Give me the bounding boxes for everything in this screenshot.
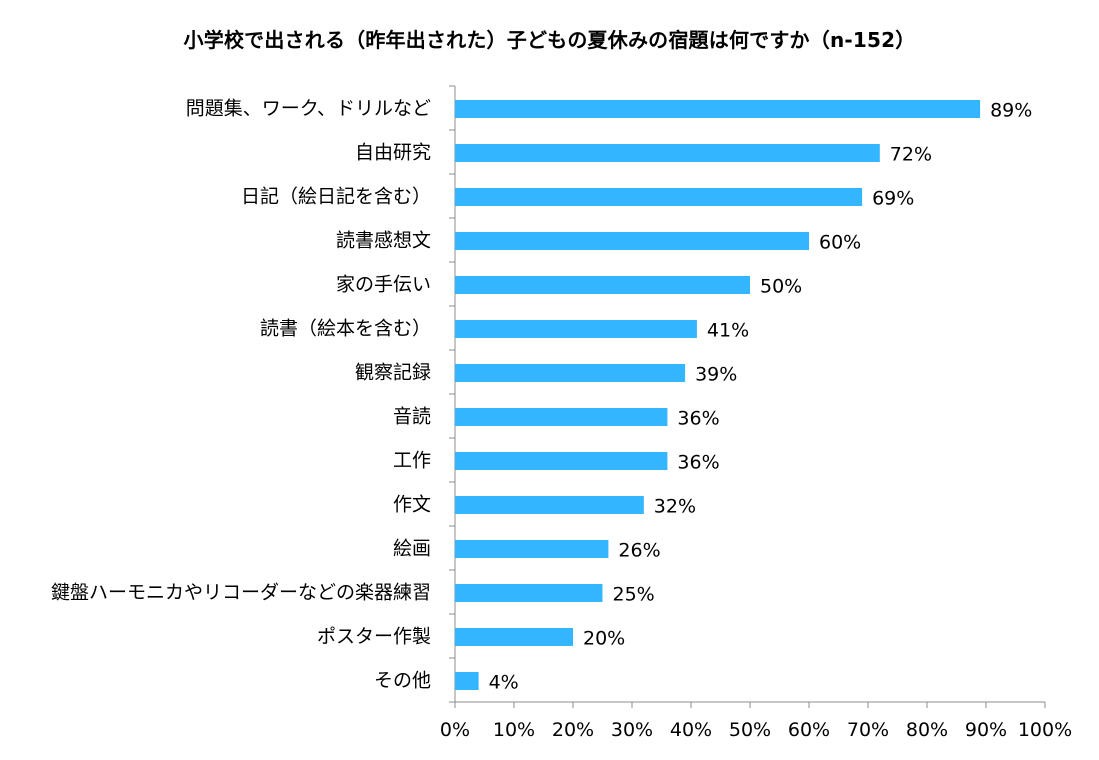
category-label: 作文 <box>393 494 431 516</box>
category-label: その他 <box>374 670 431 692</box>
data-label: 60% <box>819 232 861 254</box>
x-tick-label: 30% <box>611 719 653 741</box>
data-label: 36% <box>677 408 719 430</box>
x-tick-label: 0% <box>440 719 470 741</box>
data-label: 69% <box>872 188 914 210</box>
data-label: 72% <box>890 144 932 166</box>
bar <box>455 232 809 250</box>
category-label: 家の手伝い <box>336 274 431 296</box>
data-label: 25% <box>613 584 655 606</box>
bar <box>455 496 644 514</box>
category-label: ポスター作製 <box>317 626 431 648</box>
x-tick-label: 40% <box>670 719 712 741</box>
category-label: 鍵盤ハーモニカやリコーダーなどの楽器練習 <box>51 582 431 604</box>
bar <box>455 584 603 602</box>
category-label: 読書（絵本を含む） <box>260 318 431 340</box>
bar <box>455 144 880 162</box>
x-tick-label: 70% <box>847 719 889 741</box>
bar <box>455 452 668 470</box>
x-tick-label: 60% <box>788 719 830 741</box>
bar <box>455 320 697 338</box>
data-label: 39% <box>695 364 737 386</box>
x-tick-label: 100% <box>1018 719 1072 741</box>
x-tick-label: 90% <box>965 719 1007 741</box>
bar <box>455 276 750 294</box>
data-label: 26% <box>618 540 660 562</box>
category-label: 音読 <box>393 406 431 428</box>
chart-title: 小学校で出される（昨年出された）子どもの夏休みの宿題は何ですか（n-152） <box>183 28 916 52</box>
bar <box>455 364 686 382</box>
bar <box>455 540 609 558</box>
category-label: 読書感想文 <box>336 230 431 252</box>
x-tick-label: 50% <box>729 719 771 741</box>
x-tick-label: 20% <box>552 719 594 741</box>
bar <box>455 188 863 206</box>
data-label: 20% <box>583 628 625 650</box>
category-label: 絵画 <box>393 538 431 560</box>
data-label: 36% <box>677 452 719 474</box>
data-label: 32% <box>654 496 696 518</box>
data-label: 4% <box>489 672 519 694</box>
bar <box>455 408 668 426</box>
category-label: 日記（絵日記を含む） <box>241 186 431 208</box>
data-label: 89% <box>990 100 1032 122</box>
data-label: 50% <box>760 276 802 298</box>
category-label: 問題集、ワーク、ドリルなど <box>186 98 431 120</box>
bar <box>455 100 981 118</box>
category-label: 観察記録 <box>355 362 431 384</box>
bar <box>455 628 573 646</box>
x-tick-label: 10% <box>493 719 535 741</box>
data-label: 41% <box>707 320 749 342</box>
category-label: 工作 <box>393 450 431 472</box>
bar <box>455 672 479 690</box>
category-label: 自由研究 <box>355 142 431 164</box>
x-tick-label: 80% <box>906 719 948 741</box>
